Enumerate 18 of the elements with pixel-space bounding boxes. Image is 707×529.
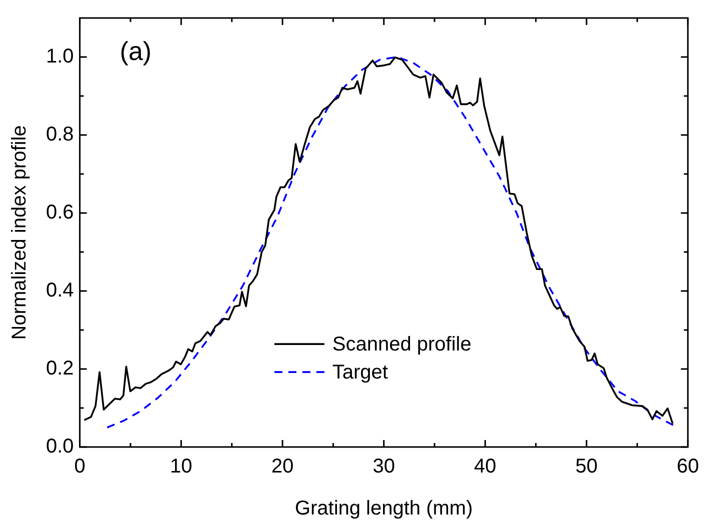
legend-label: Target <box>332 362 388 384</box>
x-tick-label: 20 <box>271 456 294 478</box>
y-tick-label: 0.0 <box>46 436 74 458</box>
y-tick-label: 0.4 <box>46 280 74 302</box>
x-tick-label: 0 <box>74 456 86 478</box>
x-axis-title: Grating length (mm) <box>294 498 473 520</box>
y-axis-title: Normalized index profile <box>8 125 31 340</box>
y-tick-label: 0.6 <box>46 202 74 224</box>
x-tick-label: 30 <box>372 456 395 478</box>
y-tick-label: 0.8 <box>46 124 74 146</box>
x-tick-label: 50 <box>575 456 598 478</box>
legend-label: Scanned profile <box>332 334 472 356</box>
x-tick-label: 60 <box>676 456 699 478</box>
x-tick-label: 10 <box>170 456 192 478</box>
annotation: (a) <box>120 36 152 66</box>
x-tick-label: 40 <box>474 456 496 478</box>
y-tick-label: 1.0 <box>46 46 74 68</box>
y-tick-label: 0.2 <box>46 358 74 380</box>
